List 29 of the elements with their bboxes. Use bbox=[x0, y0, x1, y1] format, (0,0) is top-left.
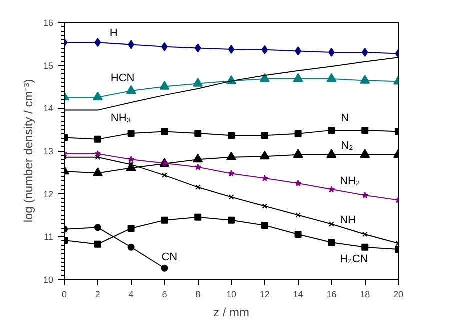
y-tick-label: 12 bbox=[43, 189, 54, 200]
series-label: H bbox=[110, 28, 118, 40]
x-tick-label: 10 bbox=[226, 290, 237, 300]
x-tick-label: 14 bbox=[293, 290, 304, 300]
series-label: N₂ bbox=[341, 140, 354, 152]
x-tick-label: 2 bbox=[95, 290, 100, 300]
y-tick-label: 10 bbox=[43, 275, 54, 285]
x-tick-label: 20 bbox=[393, 290, 404, 300]
y-tick-label: 14 bbox=[43, 104, 54, 114]
y-axis-title: log (number density / cm⁻³) bbox=[21, 79, 36, 223]
series-label: NH bbox=[340, 214, 356, 227]
y-tick-label: 11 bbox=[44, 232, 54, 242]
x-tick-label: 4 bbox=[128, 290, 134, 300]
x-axis-title: z / mm bbox=[214, 306, 250, 320]
series-label: HCN bbox=[110, 72, 135, 84]
x-tick-label: 18 bbox=[360, 290, 370, 300]
y-tick-label: 16 bbox=[43, 18, 54, 28]
series-label: N bbox=[341, 112, 350, 124]
y-tick-label: 13 bbox=[43, 146, 54, 156]
series-label: NH₃ bbox=[110, 112, 132, 124]
x-tick-label: 16 bbox=[326, 290, 337, 300]
series-label: CN bbox=[162, 251, 178, 264]
x-tick-label: 0 bbox=[62, 290, 68, 300]
x-tick-label: 6 bbox=[162, 290, 168, 300]
x-tick-label: 8 bbox=[196, 290, 201, 300]
series-label: H₂CN bbox=[340, 253, 368, 266]
y-tick-label: 15 bbox=[43, 60, 54, 71]
x-tick-label: 12 bbox=[260, 290, 270, 300]
series-label: NH₂ bbox=[340, 176, 360, 188]
